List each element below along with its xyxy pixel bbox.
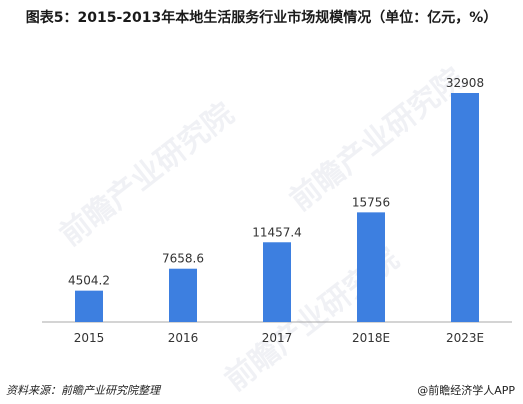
x-tick-label-2017: 2017 <box>262 331 293 345</box>
bar-2015 <box>75 290 103 322</box>
data-label-2015: 4504.2 <box>68 274 110 288</box>
data-label-2018E: 15756 <box>352 195 390 209</box>
data-label-2023E: 32908 <box>446 76 484 90</box>
source-note: 资料来源：前瞻产业研究院整理 <box>6 384 160 397</box>
data-label-2016: 7658.6 <box>162 252 204 266</box>
bar-2017 <box>263 242 291 322</box>
bar-2018E <box>357 212 385 322</box>
data-label-2017: 11457.4 <box>252 225 302 239</box>
chart-title: 图表5：2015-2013年本地生活服务行业市场规模情况（单位：亿元，%） <box>25 10 498 26</box>
x-tick-label-2018E: 2018E <box>352 331 390 345</box>
x-tick-label-2015: 2015 <box>74 331 105 345</box>
x-tick-label-2023E: 2023E <box>446 331 484 345</box>
brand-credit: @前瞻经济学人APP <box>417 384 515 397</box>
bar-2023E <box>451 93 479 322</box>
x-tick-label-2016: 2016 <box>168 331 199 345</box>
bar-2016 <box>169 268 197 322</box>
